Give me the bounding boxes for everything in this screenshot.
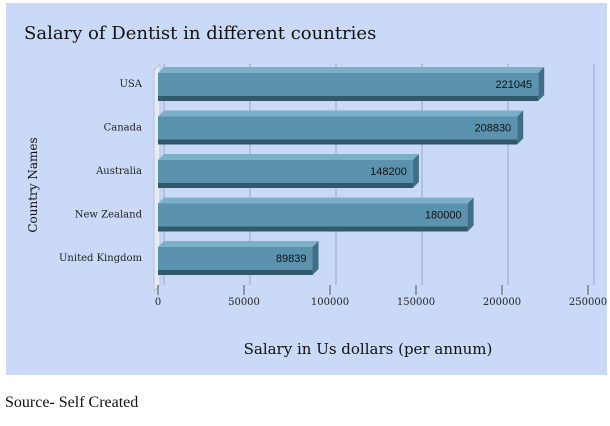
x-tick-label: 250000 — [569, 297, 607, 308]
x-tick-label: 50000 — [228, 297, 260, 308]
bar-shadow — [158, 270, 313, 275]
bar — [158, 116, 518, 140]
chart-panel: Salary of Dentist in different countries… — [6, 3, 607, 375]
bar-end — [412, 154, 419, 188]
category-label: USA — [120, 79, 143, 90]
bar-top — [158, 67, 545, 73]
bar-top — [158, 197, 474, 204]
bar-top — [158, 154, 419, 160]
bars: 221045 208830 148200 180000 89839 — [158, 67, 545, 275]
data-label: 89839 — [276, 253, 307, 265]
bar — [158, 73, 539, 96]
data-label: 221045 — [495, 79, 532, 91]
bar — [158, 247, 313, 270]
source-note: Source- Self Created — [5, 394, 139, 411]
bar-shadow — [158, 183, 413, 188]
x-tick-labels: 0 50000 100000 150000 200000 250000 — [155, 285, 607, 308]
bar — [158, 203, 468, 227]
x-tick-label: 0 — [155, 297, 161, 308]
bar-end — [538, 67, 545, 101]
bar-end — [467, 197, 474, 232]
x-axis-label: Salary in Us dollars (per annum) — [244, 340, 493, 358]
bar-top — [158, 241, 319, 247]
bar-shadow — [158, 96, 539, 101]
bar — [158, 160, 413, 183]
bar-chart: Salary of Dentist in different countries… — [24, 23, 607, 358]
bar-shadow — [158, 226, 468, 232]
data-label: 148200 — [370, 166, 407, 178]
x-tick-label: 150000 — [397, 297, 435, 308]
chart-title: Salary of Dentist in different countries — [24, 23, 376, 44]
x-tick-label: 200000 — [483, 297, 521, 308]
bar-end — [312, 241, 319, 275]
bar-top — [158, 110, 524, 117]
category-labels: USA Canada Australia New Zealand United King… — [59, 79, 143, 264]
y-axis-label: Country Names — [26, 137, 40, 232]
data-label: 208830 — [474, 123, 511, 135]
category-label: Canada — [104, 123, 142, 134]
category-label: United Kingdom — [59, 253, 143, 264]
bar-shadow — [158, 139, 518, 145]
category-label: New Zealand — [75, 210, 143, 221]
data-label: 180000 — [425, 210, 462, 222]
bar-end — [517, 110, 524, 145]
category-label: Australia — [95, 166, 142, 177]
x-tick-label: 100000 — [311, 297, 349, 308]
